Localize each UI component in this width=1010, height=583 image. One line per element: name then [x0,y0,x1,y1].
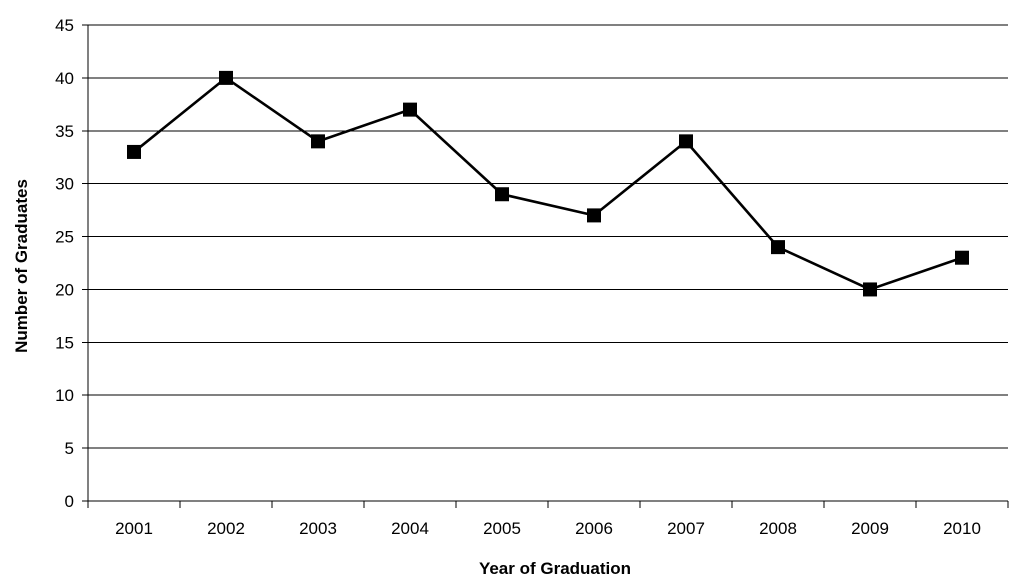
data-point-marker [311,134,325,149]
y-tick-label: 20 [55,280,74,299]
data-point-marker [863,282,877,297]
axes [82,24,1009,508]
series-graduates [127,70,969,297]
x-tick-labels: 2001 2002 2003 2004 2005 2006 2007 2008 2009 2010 [115,519,981,538]
y-tick-label: 35 [55,122,74,141]
data-point-marker [127,144,141,159]
x-tick-label: 2002 [207,519,245,538]
x-tick-label: 2003 [299,519,337,538]
gridlines [88,24,1008,449]
data-point-marker [403,102,417,117]
x-tick-label: 2007 [667,519,705,538]
y-tick-label: 45 [55,16,74,35]
y-tick-label: 10 [55,386,74,405]
data-point-marker [219,70,233,85]
data-point-marker [679,134,693,149]
x-tick-label: 2001 [115,519,153,538]
x-tick-label: 2005 [483,519,521,538]
x-axis-title: Year of Graduation [479,559,631,578]
data-point-marker [587,208,601,223]
y-axis-title: Number of Graduates [12,179,31,353]
y-tick-label: 15 [55,333,74,352]
data-point-marker [771,240,785,255]
x-tick-label: 2009 [851,519,889,538]
y-tick-label: 30 [55,175,74,194]
y-tick-label: 40 [55,69,74,88]
x-tick-label: 2008 [759,519,797,538]
y-tick-labels: 0 5 10 15 20 25 30 35 40 45 [55,16,74,511]
data-point-marker [495,187,509,202]
x-tick-label: 2006 [575,519,613,538]
y-tick-label: 0 [65,492,74,511]
y-tick-label: 25 [55,228,74,247]
y-tick-label: 5 [65,439,74,458]
data-point-marker [955,250,969,265]
x-tick-label: 2004 [391,519,429,538]
series-line [133,76,963,291]
x-tick-label: 2010 [943,519,981,538]
